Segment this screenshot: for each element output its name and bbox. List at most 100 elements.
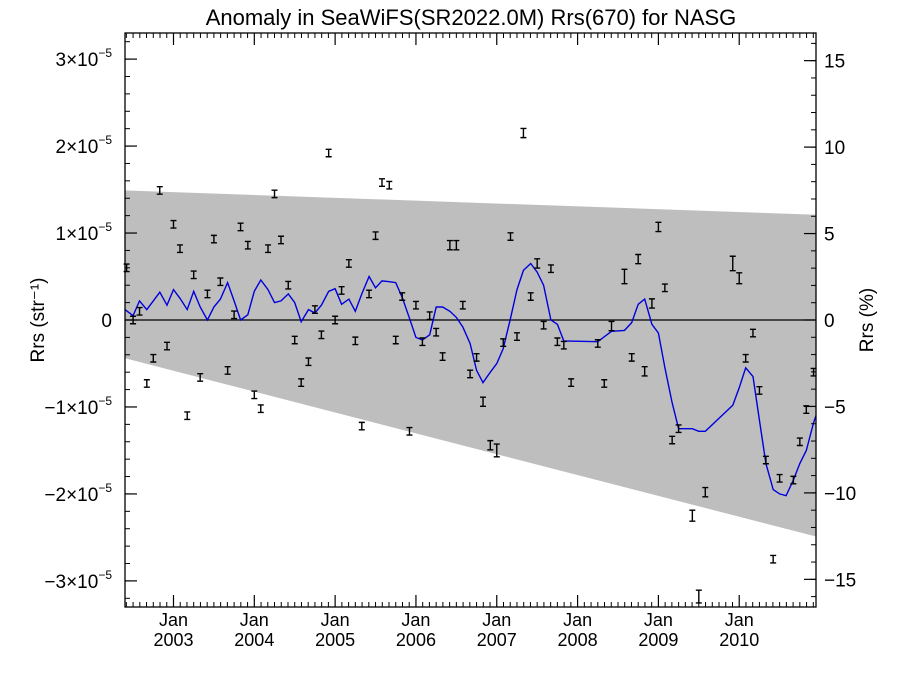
data-point-77 (669, 435, 676, 445)
data-point-62 (540, 320, 547, 330)
data-point-92 (803, 405, 810, 415)
data-point-89 (776, 473, 783, 483)
data-point-26 (298, 378, 305, 388)
data-point-27 (305, 357, 312, 367)
y-left-tick-label-6: −3×10−5 (44, 568, 112, 593)
chart-title: Anomaly in SeaWiFS(SR2022.0M) Rrs(670) f… (206, 5, 737, 30)
data-point-68 (601, 379, 608, 388)
data-point-19 (251, 390, 258, 400)
data-point-88 (770, 554, 777, 564)
data-point-23 (277, 235, 284, 245)
x-tick-month-3: Jan (401, 610, 430, 630)
data-point-37 (372, 231, 379, 241)
data-point-76 (661, 283, 668, 293)
data-point-20 (257, 404, 264, 414)
x-tick-year-0: 2003 (153, 630, 193, 650)
data-point-46 (433, 327, 440, 337)
y-axis-label-left: Rrs (str⁻¹) (28, 278, 49, 363)
y-right-tick-label-2: 5 (824, 225, 835, 246)
data-point-5 (156, 185, 163, 195)
data-point-3 (143, 379, 150, 388)
x-tick-year-4: 2007 (477, 630, 517, 650)
x-tick-month-1: Jan (240, 610, 269, 630)
data-point-61 (534, 258, 541, 269)
y-left-tick-label-3: 0 (101, 311, 112, 332)
data-point-13 (210, 234, 217, 244)
data-point-81 (702, 486, 709, 498)
data-point-65 (560, 340, 567, 350)
data-point-22 (271, 189, 278, 199)
data-point-52 (473, 352, 480, 362)
data-point-30 (325, 148, 332, 158)
data-point-69 (608, 320, 615, 332)
data-point-57 (507, 232, 514, 241)
data-point-63 (547, 264, 554, 274)
plot-area: 3×10−5 2×10−5 1×10−5 0 −1×10−5 −2×10−5 −3×10−5… (44, 32, 856, 650)
x-tick-month-5: Jan (563, 610, 592, 630)
data-point-58 (513, 332, 520, 341)
y-right-tick-label-5: −10 (824, 484, 856, 505)
y-right-tick-label-3: 0 (824, 311, 835, 332)
data-point-45 (426, 311, 433, 321)
y-right-tick-label-4: −5 (824, 397, 846, 418)
data-point-54 (487, 439, 494, 451)
data-point-60 (527, 292, 534, 301)
data-point-11 (197, 372, 204, 382)
data-point-42 (406, 426, 413, 436)
x-tick-year-1: 2004 (234, 630, 274, 650)
data-point-44 (419, 337, 426, 347)
data-point-35 (358, 421, 365, 431)
data-point-33 (345, 259, 352, 268)
data-point-66 (568, 378, 575, 388)
data-point-18 (244, 240, 251, 250)
data-point-16 (231, 310, 238, 320)
y-right-tick-label-1: 10 (824, 138, 845, 159)
x-tick-year-3: 2006 (396, 630, 436, 650)
data-point-91 (796, 437, 803, 447)
data-point-86 (756, 386, 763, 395)
x-tick-month-4: Jan (482, 610, 511, 630)
data-point-10 (190, 270, 197, 280)
x-tick-month-2: Jan (321, 610, 350, 630)
y-left-tick-label-2: 1×10−5 (56, 220, 113, 245)
y-right-tick-label-0: 15 (824, 52, 845, 73)
data-point-67 (594, 339, 601, 348)
x-tick-year-6: 2009 (638, 630, 678, 650)
data-point-7 (170, 219, 177, 229)
data-point-71 (628, 352, 635, 362)
data-point-51 (467, 369, 474, 379)
data-point-32 (338, 285, 345, 295)
y-left-tick-label-0: 3×10−5 (56, 46, 113, 71)
data-point-9 (184, 411, 191, 421)
data-point-74 (648, 298, 655, 309)
data-point-78 (675, 424, 682, 434)
data-point-43 (412, 300, 419, 310)
data-point-50 (459, 300, 466, 310)
y-axis-label-right: Rrs (%) (857, 288, 878, 352)
data-point-59 (520, 127, 527, 139)
data-point-21 (265, 244, 272, 254)
x-tick-year-5: 2008 (558, 630, 598, 650)
data-point-90 (790, 475, 797, 485)
data-point-4 (150, 353, 157, 363)
data-point-31 (332, 315, 339, 325)
data-point-73 (641, 366, 648, 377)
data-point-6 (164, 341, 171, 351)
data-point-53 (480, 396, 487, 408)
data-point-17 (237, 222, 244, 232)
data-point-83 (736, 272, 743, 285)
data-point-49 (453, 239, 460, 251)
confidence-band (125, 190, 816, 537)
smoothed-series-line (124, 262, 817, 497)
y-left-tick-label-5: −2×10−5 (44, 481, 112, 506)
data-point-55 (493, 443, 500, 458)
x-tick-year-7: 2010 (719, 630, 759, 650)
data-point-70 (621, 268, 628, 285)
data-point-28 (311, 305, 318, 315)
y-left-tick-label-1: 2×10−5 (56, 133, 113, 158)
data-point-14 (217, 277, 224, 287)
x-tick-month-7: Jan (725, 610, 754, 630)
x-tick-month-0: Jan (159, 610, 188, 630)
data-point-25 (291, 335, 298, 345)
data-point-47 (439, 352, 446, 361)
